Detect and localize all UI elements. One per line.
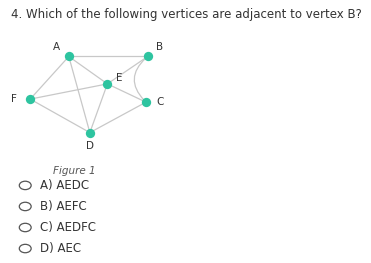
Text: C: C bbox=[156, 97, 164, 107]
Point bbox=[143, 100, 149, 104]
Text: D: D bbox=[86, 141, 94, 151]
Text: F: F bbox=[12, 94, 17, 104]
Text: B: B bbox=[157, 42, 164, 52]
Point bbox=[87, 130, 93, 135]
Text: E: E bbox=[116, 73, 123, 83]
Text: D) AEC: D) AEC bbox=[40, 242, 81, 255]
Text: A) AEDC: A) AEDC bbox=[40, 179, 89, 192]
Text: Figure 1: Figure 1 bbox=[53, 166, 95, 176]
Text: C) AEDFC: C) AEDFC bbox=[40, 221, 96, 234]
Point bbox=[66, 54, 72, 59]
Point bbox=[145, 54, 151, 59]
Point bbox=[104, 82, 110, 86]
Point bbox=[27, 97, 33, 101]
Text: B) AEFC: B) AEFC bbox=[40, 200, 87, 213]
Text: A: A bbox=[53, 42, 60, 52]
Text: 4. Which of the following vertices are adjacent to vertex B?: 4. Which of the following vertices are a… bbox=[11, 8, 362, 21]
